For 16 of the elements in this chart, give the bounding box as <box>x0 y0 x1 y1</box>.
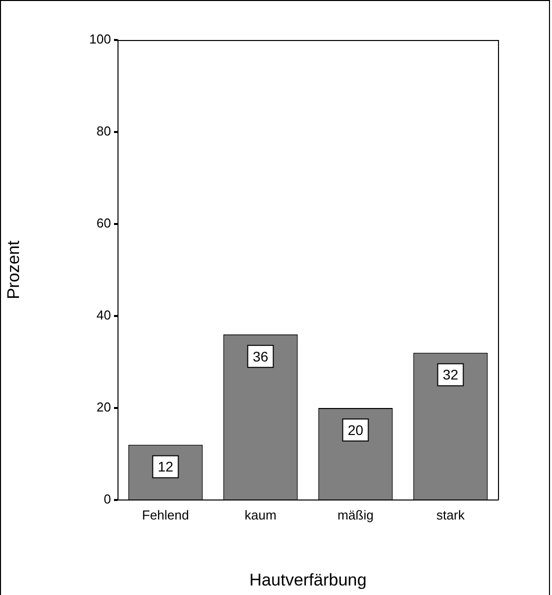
data-label: 36 <box>252 348 268 364</box>
data-label: 12 <box>158 458 174 475</box>
x-tick-label: Fehlend <box>142 507 189 522</box>
x-tick-label: kaum <box>244 507 276 522</box>
y-tick-label: 20 <box>96 400 111 415</box>
y-tick-label: 0 <box>104 492 111 507</box>
data-label: 32 <box>442 366 458 383</box>
y-tick-label: 60 <box>96 216 111 231</box>
data-label: 20 <box>348 422 364 438</box>
y-tick-label: 40 <box>96 308 111 323</box>
y-tick-label: 80 <box>96 124 111 139</box>
x-tick-label: mäßig <box>337 507 374 522</box>
x-tick-label: stark <box>436 507 466 522</box>
x-axis-title: Hautverfärbung <box>249 570 367 590</box>
y-tick-label: 100 <box>89 32 111 47</box>
y-axis-title: Prozent <box>4 240 23 300</box>
